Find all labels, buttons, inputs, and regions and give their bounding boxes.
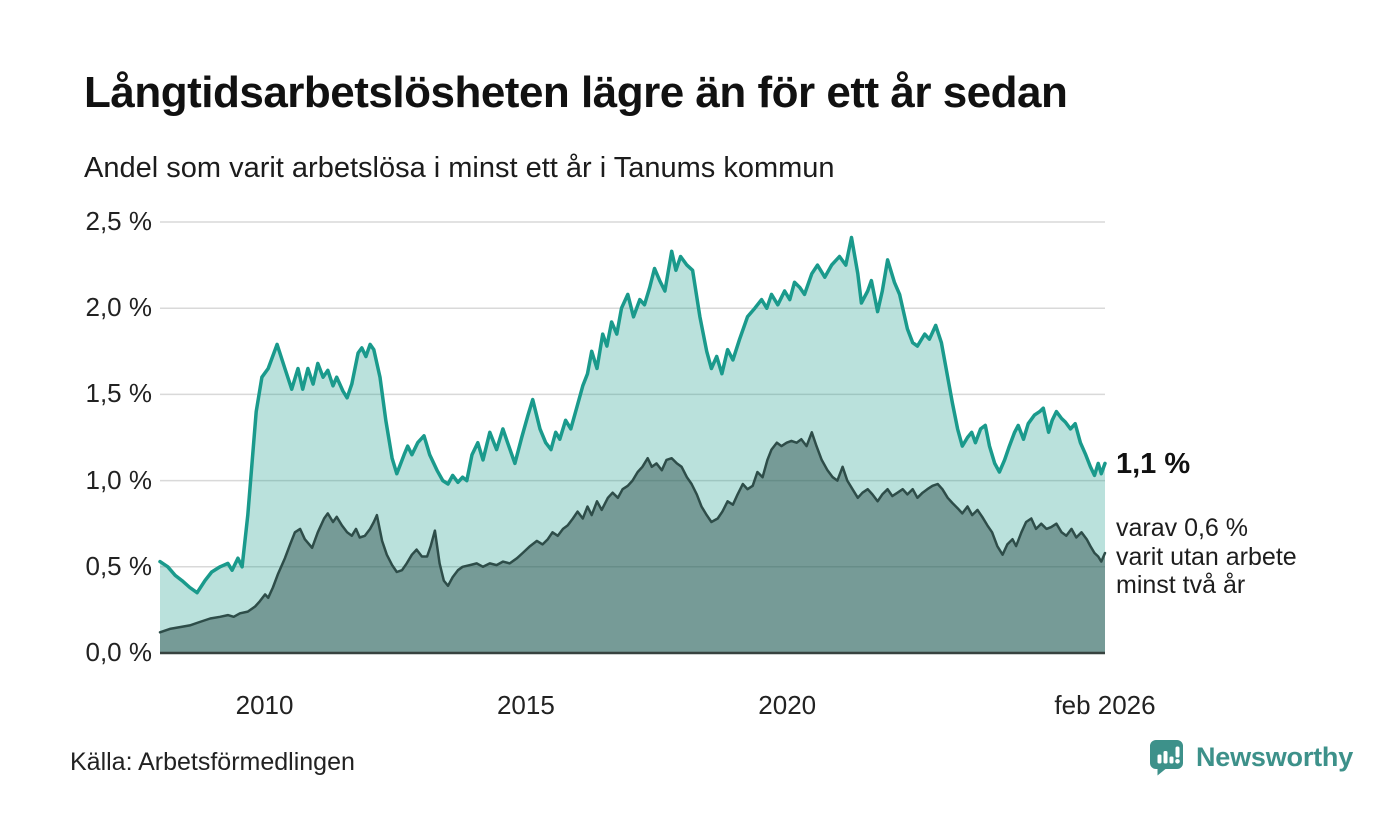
area-arbetsl-sa-minst-ett-r (160, 237, 1105, 653)
page-title: Långtidsarbetslösheten lägre än för ett … (84, 68, 1068, 117)
line-arbetsl-sa-minst-ett-r (158, 235, 1107, 595)
line-utan-arbete-minst-tv-r (158, 431, 1107, 634)
area-utan-arbete-minst-tv-r (160, 432, 1105, 653)
subseries-annotation: varav 0,6 % varit utan arbete minst två … (1116, 514, 1297, 599)
source-label: Källa: Arbetsförmedlingen (70, 748, 355, 776)
newsworthy-logo: Newsworthy (1146, 737, 1353, 777)
newsworthy-wordmark: Newsworthy (1196, 741, 1354, 772)
latest-value-annotation: 1,1 % (1116, 448, 1191, 480)
chart-subtitle: Andel som varit arbetslösa i minst ett å… (84, 152, 835, 184)
newsworthy-bubble-chart-icon (1146, 737, 1186, 777)
